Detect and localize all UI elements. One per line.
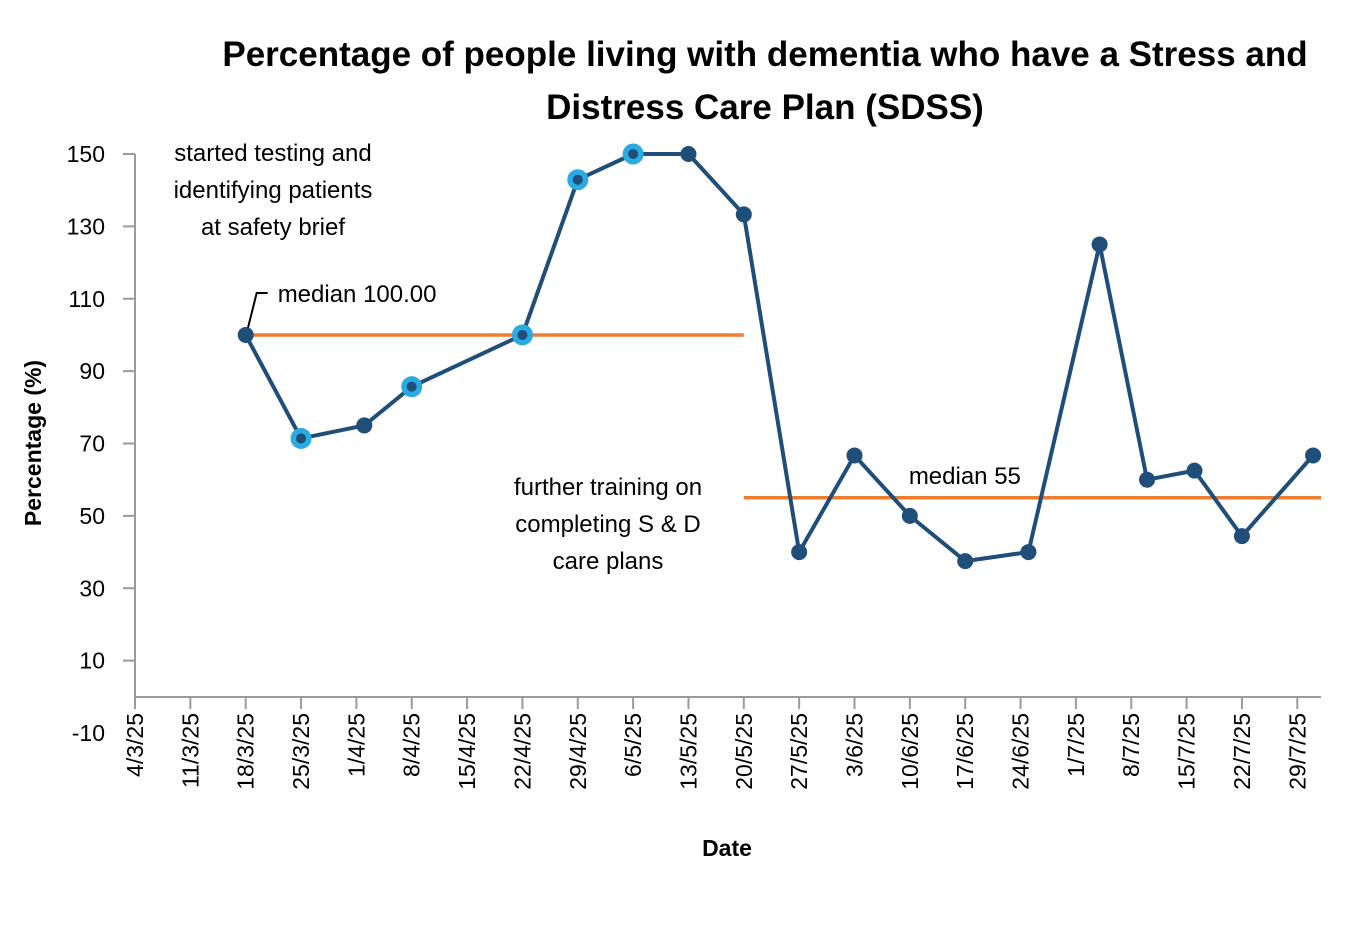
series-group [237,143,1322,570]
x-tick-label: 4/3/25 [122,713,148,777]
data-point [846,447,863,464]
median-lines: median 100.00 median 55 [245,281,1321,500]
y-tick-label: 50 [79,503,105,529]
data-point [1020,544,1037,561]
x-tick-label: 1/4/25 [343,713,369,777]
data-point [1091,236,1108,253]
data-point [356,417,373,434]
y-tick-label: 150 [67,141,105,167]
x-tick-label: 17/6/25 [952,713,978,790]
y-tick-label: 110 [68,286,105,312]
data-point [1186,462,1203,479]
data-point [791,544,808,561]
x-tick-label: 6/5/25 [620,713,646,777]
x-tick-label: 22/4/25 [509,713,535,790]
x-tick-label: 29/4/25 [565,713,591,790]
annotations: started testing and identifying patients a… [174,140,702,575]
x-tick-label: 10/6/25 [897,713,923,790]
x-tick-label: 8/4/25 [399,713,425,777]
x-tick-label: 20/5/25 [731,713,757,790]
x-tick-label: 1/7/25 [1063,713,1089,777]
x-axis-ticks: 4/3/25 11/3/25 18/3/25 25/3/25 1/4/25 8/4/25 1… [122,697,1310,790]
y-tick-label: 90 [79,358,105,384]
data-point [406,381,417,392]
data-point [1139,471,1156,488]
y-tick-label: -10 [72,720,105,746]
median-label: median 55 [909,463,1021,490]
data-point [680,146,697,162]
x-tick-label: 24/6/25 [1008,713,1034,790]
x-tick-label: 27/5/25 [786,713,812,790]
chart-title: Percentage of people living with dementi… [222,35,1308,127]
x-tick-label: 15/7/25 [1174,713,1200,790]
y-tick-label: 10 [79,648,105,674]
data-point [237,326,254,343]
x-tick-label: 8/7/25 [1118,713,1144,777]
data-point [901,507,918,524]
x-tick-label: 3/6/25 [842,713,868,777]
data-point [957,553,974,570]
y-tick-label: 70 [79,431,105,457]
x-tick-label: 11/3/25 [177,713,203,788]
x-tick-label: 22/7/25 [1229,713,1255,790]
data-point [628,149,639,159]
data-point [572,174,583,185]
x-tick-label: 29/7/25 [1284,713,1310,790]
y-axis-title: Percentage (%) [20,360,46,526]
median-label-leader [246,291,268,330]
median-label: median 100.00 [278,281,437,308]
data-point [517,329,528,340]
x-tick-label: 13/5/25 [675,713,701,790]
x-tick-label: 18/3/25 [233,713,259,790]
data-point [1305,447,1322,464]
y-tick-label: 30 [79,575,105,601]
x-axis-title: Date [702,835,752,861]
data-point [1233,528,1250,545]
x-tick-label: 25/3/25 [288,713,314,790]
y-tick-label: 130 [67,213,105,239]
data-point [735,206,752,223]
x-tick-label: 15/4/25 [454,713,480,790]
data-point [296,433,307,444]
y-axis-ticks: 150 130 110 90 70 50 30 10 -10 [67,141,135,746]
annotation-text: started testing and identifying patients a… [174,140,373,241]
series-line [243,152,1315,564]
